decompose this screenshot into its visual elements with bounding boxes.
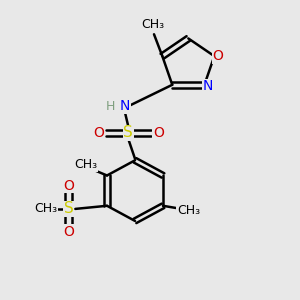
Text: H: H <box>105 100 115 113</box>
Text: CH₃: CH₃ <box>34 202 57 215</box>
Text: O: O <box>63 179 74 193</box>
Text: O: O <box>153 126 164 140</box>
Text: N: N <box>202 80 213 93</box>
Text: O: O <box>63 225 74 239</box>
Text: CH₃: CH₃ <box>141 18 164 31</box>
Text: CH₃: CH₃ <box>74 158 97 171</box>
Text: CH₃: CH₃ <box>177 204 200 217</box>
Text: O: O <box>93 126 104 140</box>
Text: S: S <box>124 125 133 140</box>
Text: O: O <box>212 49 223 63</box>
Text: S: S <box>64 201 74 216</box>
Text: N: N <box>120 99 130 113</box>
